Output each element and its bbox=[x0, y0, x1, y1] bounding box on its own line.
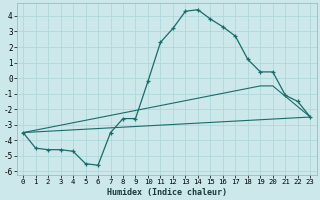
X-axis label: Humidex (Indice chaleur): Humidex (Indice chaleur) bbox=[107, 188, 227, 197]
